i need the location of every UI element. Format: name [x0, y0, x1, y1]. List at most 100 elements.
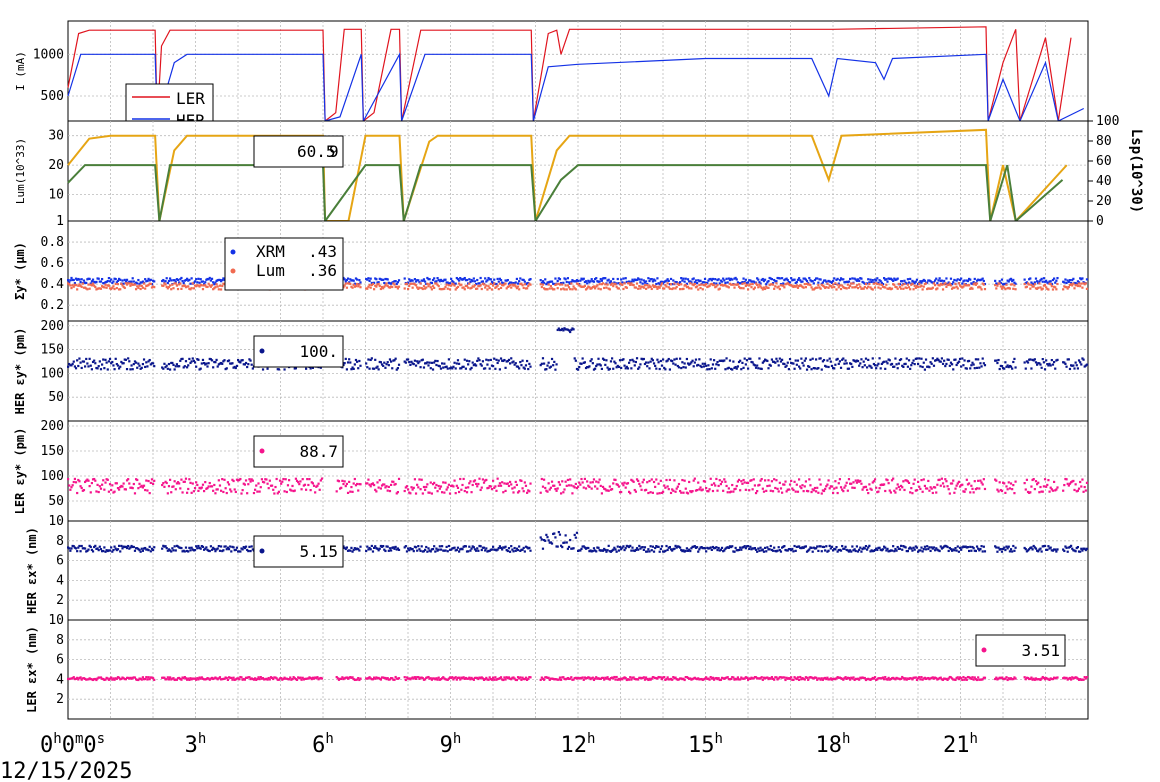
data-point [752, 547, 755, 550]
data-point [412, 486, 415, 489]
data-point [122, 482, 125, 485]
data-point [843, 486, 846, 489]
data-point [946, 485, 949, 488]
data-point [623, 548, 626, 552]
data-point [1013, 357, 1016, 361]
data-point [717, 278, 720, 281]
data-point [968, 482, 971, 485]
data-point [152, 548, 155, 552]
data-point [771, 490, 775, 493]
data-point [613, 282, 616, 285]
data-point [498, 677, 501, 680]
data-point [556, 678, 559, 681]
data-point [503, 546, 506, 549]
data-point [965, 284, 968, 287]
data-point [731, 283, 734, 286]
data-point [176, 545, 180, 548]
data-point [969, 287, 972, 290]
data-point [488, 286, 491, 290]
data-point [846, 280, 849, 284]
data-point [445, 365, 448, 368]
data-point [949, 548, 953, 551]
data-point [1070, 281, 1073, 285]
data-point [222, 677, 225, 681]
data-point [839, 486, 843, 489]
data-point [947, 549, 950, 553]
data-point [365, 287, 368, 290]
data-point [512, 550, 515, 553]
data-point [711, 545, 715, 549]
data-point [495, 549, 498, 552]
data-point [481, 546, 484, 549]
data-point [771, 360, 775, 363]
data-point [605, 677, 608, 680]
data-point [407, 488, 410, 491]
data-point [224, 676, 227, 679]
data-point [84, 286, 87, 289]
data-point [652, 550, 656, 553]
data-point [1011, 367, 1014, 370]
data-point [446, 367, 449, 370]
data-point [356, 482, 359, 486]
data-point [827, 549, 830, 552]
data-point [152, 677, 155, 680]
data-point [471, 545, 474, 548]
data-point [804, 286, 807, 289]
data-point [792, 278, 795, 281]
data-point [741, 546, 744, 549]
data-point [671, 488, 674, 491]
data-point [964, 367, 967, 370]
data-point [1050, 358, 1053, 362]
data-point [903, 488, 906, 492]
data-point [239, 675, 242, 679]
data-point [757, 547, 760, 550]
data-point [966, 546, 970, 549]
data-point [1028, 548, 1031, 551]
data-point [348, 549, 351, 552]
data-point [1028, 283, 1031, 286]
data-point [936, 357, 939, 360]
data-point [527, 677, 530, 680]
data-point [793, 284, 796, 288]
data-point [413, 278, 416, 281]
data-point [232, 546, 235, 549]
data-point [377, 676, 380, 680]
data-point [87, 678, 90, 681]
data-point [428, 283, 431, 286]
data-point [872, 480, 875, 483]
data-point [620, 548, 623, 551]
data-point [951, 549, 954, 552]
data-point [103, 546, 106, 549]
data-point [861, 488, 864, 491]
data-point [79, 281, 82, 284]
data-point [1003, 546, 1006, 549]
data-point [728, 545, 732, 548]
data-point [617, 677, 620, 681]
data-point [725, 277, 728, 280]
data-point [555, 678, 558, 681]
data-point [465, 550, 469, 553]
data-point [545, 368, 548, 371]
data-point [972, 280, 975, 284]
data-point [212, 366, 215, 369]
data-point [543, 287, 546, 290]
data-point [206, 277, 209, 281]
data-point [276, 678, 279, 681]
data-point [405, 485, 409, 488]
data-point [261, 368, 265, 371]
data-point [633, 286, 636, 289]
data-point [67, 365, 70, 368]
data-point [827, 479, 830, 482]
data-point [715, 477, 718, 481]
data-point [351, 286, 354, 289]
data-point [112, 548, 115, 552]
data-point [431, 285, 435, 288]
data-point [723, 359, 726, 362]
data-point [359, 545, 362, 548]
data-point [892, 283, 895, 286]
data-point [658, 550, 661, 553]
data-point [272, 677, 275, 681]
data-point [207, 485, 210, 488]
data-point [96, 547, 99, 550]
data-point [413, 478, 416, 481]
